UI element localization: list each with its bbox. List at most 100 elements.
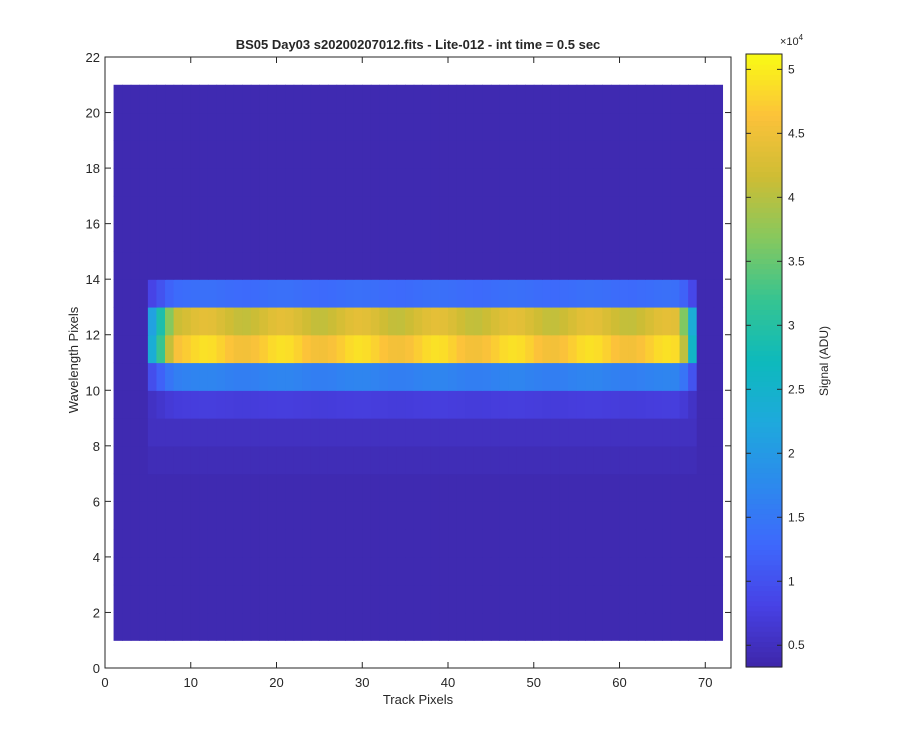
x-axis-label: Track Pixels — [383, 692, 454, 707]
heatmap-cell — [456, 556, 466, 586]
heatmap-cell — [353, 529, 363, 558]
heatmap-cell — [448, 556, 458, 586]
heatmap-cell — [267, 418, 278, 447]
heatmap-cell — [576, 140, 586, 169]
heatmap-cell — [319, 279, 329, 308]
heatmap-cell — [216, 334, 226, 364]
heatmap-cell — [413, 251, 423, 280]
heatmap-cell — [250, 84, 260, 114]
heatmap-cell — [516, 223, 526, 253]
heatmap-cell — [653, 473, 663, 502]
heatmap-cell — [165, 362, 175, 391]
heatmap-cell — [207, 140, 218, 169]
heatmap-cell — [413, 168, 423, 197]
heatmap-cell — [370, 334, 381, 364]
colorbar-segment — [746, 534, 782, 540]
heatmap-cell — [568, 390, 578, 419]
heatmap-cell — [585, 362, 595, 391]
heatmap-cell — [628, 84, 638, 114]
heatmap-cell — [250, 612, 260, 641]
colorbar-segment — [746, 294, 782, 300]
heatmap-cell — [473, 279, 483, 308]
heatmap-cell — [122, 84, 132, 114]
heatmap-cell — [430, 112, 441, 141]
heatmap-cell — [525, 223, 535, 253]
heatmap-cell — [628, 556, 638, 586]
heatmap-cell — [533, 584, 543, 614]
heatmap-cell — [490, 223, 501, 253]
heatmap-cell — [139, 251, 149, 280]
colorbar-segment — [746, 457, 782, 464]
heatmap-cell — [267, 529, 278, 558]
colorbar-segment — [746, 181, 782, 188]
heatmap-cell — [550, 306, 561, 336]
heatmap-cell — [130, 195, 140, 225]
heatmap-cell — [490, 529, 501, 558]
heatmap-cell — [465, 334, 475, 364]
heatmap-cell — [379, 223, 389, 253]
heatmap-cell — [336, 390, 346, 419]
heatmap-cell — [182, 306, 192, 336]
heatmap-cell — [336, 251, 346, 280]
heatmap-cell — [233, 306, 243, 336]
heatmap-cell — [362, 84, 372, 114]
heatmap-cell — [490, 306, 501, 336]
heatmap-cell — [525, 306, 535, 336]
heatmap-cell — [233, 168, 243, 197]
heatmap-cell — [559, 306, 569, 336]
colorbar-segment — [746, 626, 782, 632]
heatmap-cell — [542, 84, 552, 114]
heatmap-cell — [345, 306, 355, 336]
colorbar-segment — [746, 590, 782, 597]
heatmap-cell — [122, 584, 132, 614]
heatmap-cell — [405, 334, 415, 364]
heatmap-cell — [713, 84, 724, 114]
heatmap-cell — [628, 112, 638, 141]
colorbar-segment — [746, 569, 782, 576]
heatmap-cell — [259, 306, 269, 336]
colorbar-segment — [746, 575, 782, 581]
heatmap-cell — [636, 501, 646, 530]
colorbar-segment — [746, 416, 782, 423]
heatmap-cell — [310, 168, 320, 197]
heatmap-cell — [696, 445, 706, 475]
heatmap-cell — [525, 612, 535, 641]
colorbar-segment — [746, 488, 782, 494]
heatmap-cell — [233, 334, 243, 364]
heatmap-cell — [259, 251, 269, 280]
heatmap-cell — [353, 362, 363, 391]
heatmap-cell — [439, 306, 449, 336]
heatmap-cell — [705, 84, 715, 114]
colorbar-segment — [746, 268, 782, 275]
heatmap-cell — [327, 195, 338, 225]
heatmap-cell — [422, 418, 432, 447]
heatmap-cell — [216, 473, 226, 502]
heatmap-cell — [610, 140, 621, 169]
heatmap-cell — [430, 529, 441, 558]
heatmap-cell — [713, 584, 724, 614]
heatmap-cell — [113, 362, 123, 391]
heatmap-cell — [113, 334, 123, 364]
colorbar-segment — [746, 651, 782, 658]
colorbar-segment — [746, 595, 782, 602]
heatmap-cell — [242, 418, 252, 447]
heatmap-cell — [525, 556, 535, 586]
heatmap-cell — [302, 112, 312, 141]
heatmap-cell — [379, 584, 389, 614]
heatmap-cell — [593, 223, 603, 253]
heatmap-cell — [670, 362, 681, 391]
heatmap-cell — [533, 556, 543, 586]
heatmap-cell — [319, 612, 329, 641]
heatmap-cell — [122, 251, 132, 280]
heatmap-cell — [610, 501, 621, 530]
heatmap-cell — [285, 112, 295, 141]
heatmap-cell — [327, 473, 338, 502]
x-tick-label: 70 — [698, 675, 712, 690]
y-tick-label: 6 — [93, 494, 100, 509]
heatmap-cell — [559, 168, 569, 197]
heatmap-cell — [645, 334, 655, 364]
heatmap-cell — [679, 195, 689, 225]
colorbar-segment — [746, 304, 782, 311]
heatmap-cell — [576, 168, 586, 197]
heatmap-cell — [182, 556, 192, 586]
